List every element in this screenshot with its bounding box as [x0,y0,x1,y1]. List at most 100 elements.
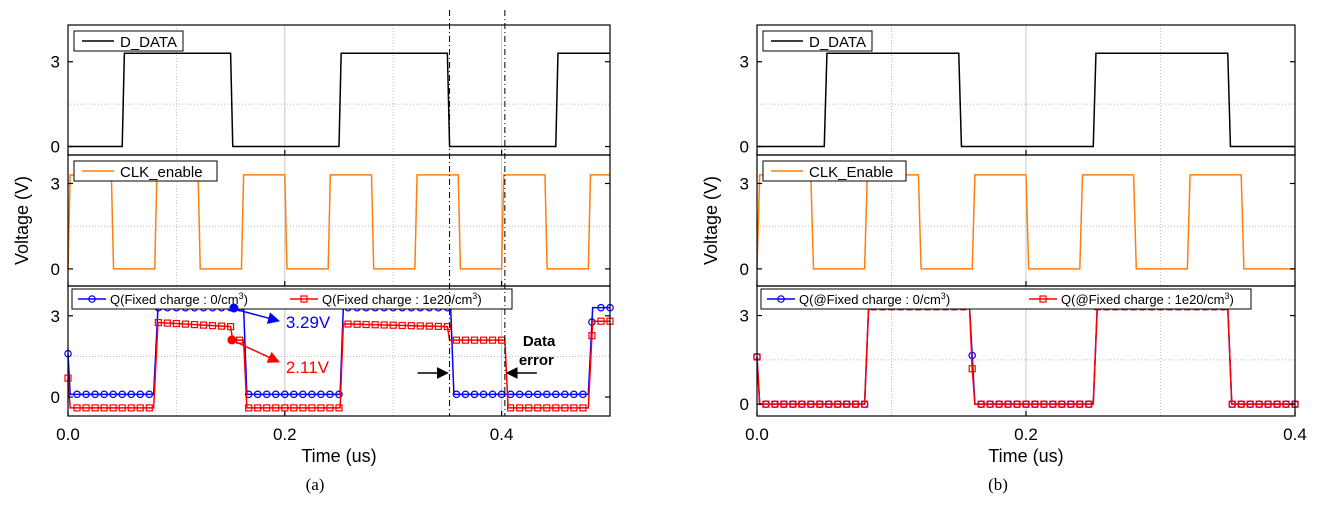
data-point [416,322,424,330]
legend: Q(Fixed charge : 0/cm3) Q(Fixed charge : … [71,288,513,310]
data-point [579,390,587,399]
x-tick-label: 0.0 [745,425,769,444]
data-point [299,390,307,399]
data-point [262,390,271,399]
data-point [497,390,506,399]
data-point [308,404,316,412]
annotation-arrow [235,341,280,363]
subplot-1: 0 3 D_DATA [740,24,1296,157]
data-point [362,320,370,329]
data-point [127,390,136,399]
data-point [1085,400,1093,408]
y-tick-label: 3 [740,53,749,72]
legend: Q(@Fixed charge : 0/cm3) Q(@Fixed charge … [760,288,1252,310]
data-point [579,404,587,412]
data-point [597,317,605,325]
data-point [290,404,298,412]
legend-box [762,30,873,52]
data-point [852,400,860,408]
data-point [543,404,551,412]
x-tick-label: 0.4 [1283,425,1307,444]
data-point [127,404,135,412]
data-point [479,336,488,344]
legend-close-paren: ) [477,292,481,307]
legend-label: D_DATA [809,34,866,51]
series-line-2-1 [756,174,1295,270]
annotation-label: 2.11V [286,358,330,377]
data-point [91,390,99,399]
data-point [995,400,1003,408]
legend-label: CLK_Enable [809,164,893,181]
legend-box [762,160,907,182]
data-point [798,400,806,408]
legend-box [760,288,1252,310]
legend-label: CLK_enable [120,164,203,181]
data-point [317,390,325,399]
data-point [326,390,334,399]
data-point [118,404,126,412]
data-point [335,404,343,412]
data-point [253,390,262,399]
data-point [109,390,117,399]
data-point [968,365,976,373]
subplot-3: 03Q(@Fixed charge : 0/cm3) Q(@Fixed charg… [740,285,1299,417]
series-line-3-1 [67,306,610,396]
data-point [1013,400,1021,408]
data-point [407,322,415,330]
data-point [272,404,280,412]
y-tick-label: 0 [51,260,60,279]
y-tick-label: 0 [51,388,60,407]
data-point [100,404,108,412]
data-point [570,390,578,399]
data-point [1076,400,1084,408]
data-point [515,390,524,399]
y-tick-label: 3 [740,307,749,326]
legend-marker [300,295,308,303]
data-point [570,404,578,412]
data-point [461,390,470,399]
data-point [145,390,154,399]
y-tick-label: 3 [740,174,749,193]
data-point [561,404,569,412]
data-point [780,400,788,408]
x-tick-label: 0.4 [490,425,514,444]
data-point [73,390,81,399]
data-point [326,404,334,412]
data-point [1228,400,1236,408]
data-point [1237,400,1245,408]
data-point [461,336,470,344]
legend-marker [1039,295,1047,303]
data-point [290,390,298,399]
data-point [524,390,533,399]
series-line-1-1 [757,52,1295,148]
data-point [1246,400,1254,408]
legend-label: Q(Fixed charge : 0/cm3) [110,291,248,307]
data-point [977,400,985,408]
data-point [479,390,488,399]
data-point [263,404,271,412]
legend: D_DATA [762,30,873,52]
annotation-arrow [237,309,281,324]
data-point [299,404,307,412]
y-tick-label: 0 [51,138,60,157]
legend-marker [777,295,785,303]
data-point [217,322,226,330]
data-point [190,321,199,329]
data-point [860,400,869,408]
data-point [281,404,289,412]
data-point [335,390,343,399]
data-point [1004,400,1012,408]
data-point [488,336,497,344]
data-point [118,390,127,399]
data-point [789,400,797,408]
data-point [825,400,833,408]
data-point [834,400,842,408]
data-point [109,404,117,412]
data-point [181,320,190,328]
series-line-3-2 [756,305,1295,405]
data-point [843,400,851,408]
series-line-1-1 [68,52,610,148]
legend: D_DATA [73,30,184,52]
legend-label: Q(@Fixed charge : 1e20/cm3) [1061,291,1234,307]
